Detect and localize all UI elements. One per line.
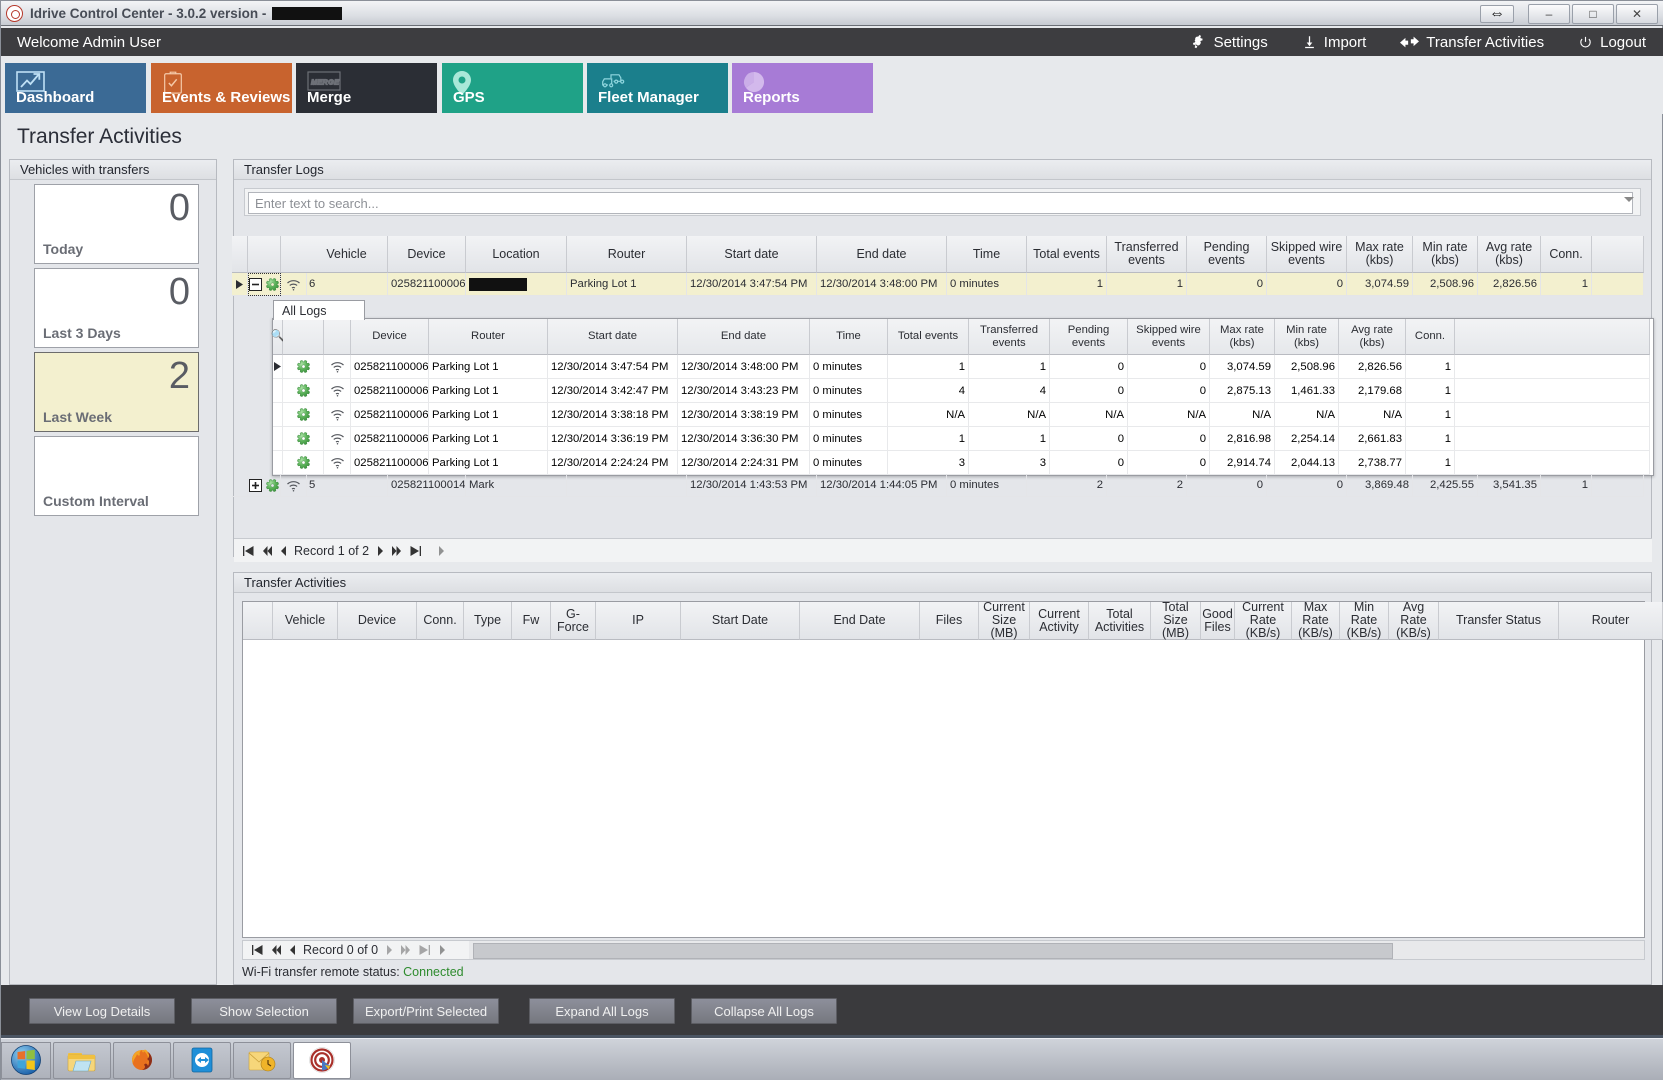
svg-text:MERGE: MERGE <box>311 78 340 87</box>
